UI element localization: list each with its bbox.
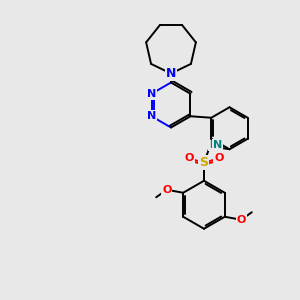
Text: O: O xyxy=(214,153,224,163)
Text: H: H xyxy=(209,140,217,150)
Text: O: O xyxy=(237,215,246,225)
Text: N: N xyxy=(147,89,156,99)
Text: S: S xyxy=(200,156,208,169)
Text: O: O xyxy=(162,185,171,195)
Text: N: N xyxy=(213,140,222,150)
Text: N: N xyxy=(147,111,156,121)
Text: N: N xyxy=(166,67,176,80)
Text: O: O xyxy=(184,153,194,163)
